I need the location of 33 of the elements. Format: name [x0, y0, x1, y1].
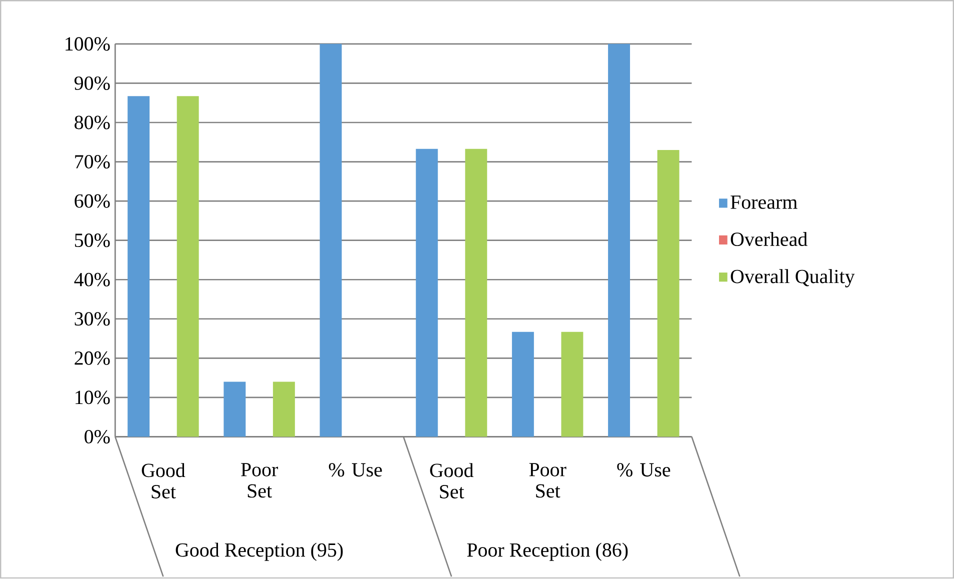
- y-tick-label: 40%: [74, 273, 110, 287]
- x-tick-label: % Use: [617, 463, 670, 477]
- bar: [608, 44, 630, 437]
- y-tick-label: 50%: [75, 234, 110, 248]
- y-tick-label: 20%: [74, 352, 110, 366]
- legend-label: Overall Quality: [730, 269, 855, 288]
- y-tick-label: 60%: [74, 194, 110, 208]
- bar: [272, 382, 295, 437]
- bar: [176, 96, 199, 437]
- y-tick-label: 100%: [66, 37, 110, 51]
- text: Poor Reception (86): [467, 542, 628, 562]
- y-tick-label: 30%: [74, 312, 110, 326]
- legend-label: Forearm: [730, 196, 798, 210]
- y-tick-label: 10%: [76, 390, 110, 404]
- y-tick-label: 80%: [74, 116, 110, 130]
- y-tick-label: 90%: [74, 76, 110, 90]
- x-tick-label: Good Set: [430, 463, 474, 499]
- legend-label: Overhead: [730, 232, 808, 246]
- x-tick-label: % Use: [328, 463, 382, 477]
- text: Good Reception (95): [176, 542, 343, 562]
- bar: [416, 149, 438, 437]
- bar: [561, 332, 584, 437]
- bar: [657, 150, 680, 437]
- y-tick-label: 0%: [84, 430, 110, 444]
- bar: [320, 44, 342, 437]
- x-tick-label: Poor Set: [241, 463, 278, 498]
- bar: [512, 332, 534, 437]
- x-tick-label: Good Set: [142, 463, 186, 499]
- y-tick-label: 70%: [75, 155, 110, 169]
- x-tick-label: Poor Set: [529, 463, 566, 498]
- bar: [128, 96, 150, 437]
- bar: [224, 382, 246, 437]
- bar: [465, 149, 488, 437]
